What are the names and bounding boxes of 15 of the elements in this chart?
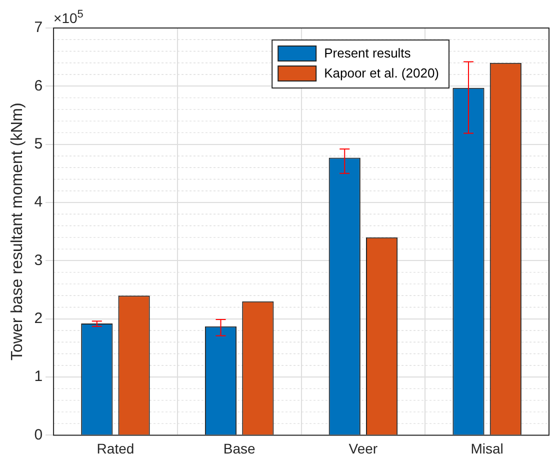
y-tick-label: 1 [34, 368, 43, 386]
x-tick-label: Base [223, 440, 256, 456]
y-tick-label: 0 [34, 426, 43, 444]
x-tick-label: Veer [348, 440, 378, 456]
y-tick-label: 4 [34, 194, 43, 211]
legend-label: Kapoor et al. (2020) [324, 66, 439, 81]
y-tick-label: 2 [34, 310, 43, 327]
y-tick-label: 6 [34, 77, 43, 94]
x-tick-label: Rated [96, 440, 134, 456]
y-tick-label: 7 [34, 19, 43, 36]
x-tick-label: Misal [470, 440, 504, 456]
legend-label: Present results [324, 46, 412, 61]
y-tick-label: 3 [34, 252, 43, 269]
y-axis-title: Tower base resultant moment (kNm) [9, 102, 26, 361]
y-tick-label: 5 [34, 135, 43, 152]
